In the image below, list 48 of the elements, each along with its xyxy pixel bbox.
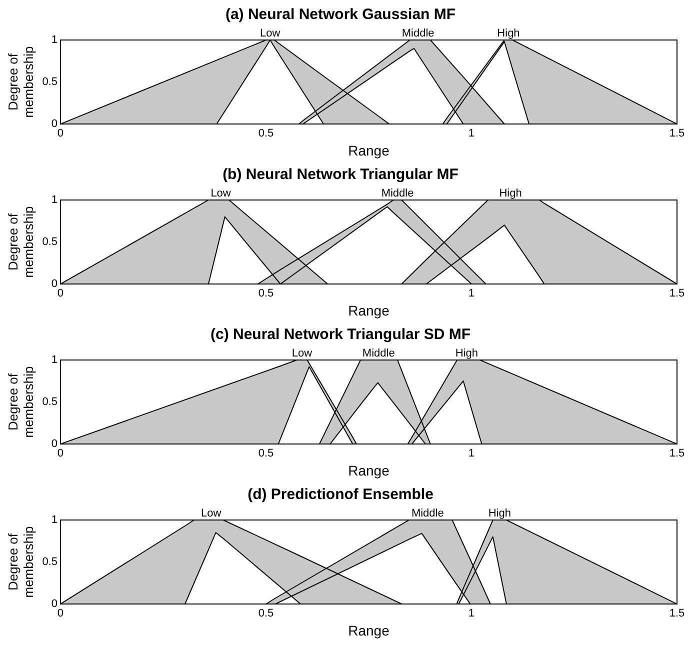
x-tick-label: 1 <box>468 128 475 140</box>
x-tick-label: 0.5 <box>258 128 274 140</box>
x-tick-label: 1.5 <box>669 608 685 620</box>
series-label: Middle <box>381 188 414 200</box>
x-tick-label: 1.5 <box>669 288 685 300</box>
y-axis-title: Degree of membership <box>5 206 36 278</box>
y-tick-label: 0 <box>51 278 58 290</box>
series-label: High <box>488 508 511 520</box>
y-axis-title: Degree of membership <box>5 46 36 118</box>
series-label: High <box>455 348 478 360</box>
x-tick-label: 1 <box>468 448 475 460</box>
y-axis-title: Degree of membership <box>5 366 36 438</box>
y-tick-label: 0 <box>51 438 58 450</box>
chart-title: (b) Neural Network Triangular MF <box>222 166 458 184</box>
y-tick-label: 0.5 <box>42 396 58 408</box>
series-label: Low <box>260 28 280 40</box>
y-tick-label: 1 <box>51 514 58 526</box>
y-tick-label: 1 <box>51 194 58 206</box>
chart-title: (a) Neural Network Gaussian MF <box>225 6 456 24</box>
y-tick-label: 1 <box>51 34 58 46</box>
x-tick-label: 1.5 <box>669 128 685 140</box>
y-tick-label: 0.5 <box>42 556 58 568</box>
y-tick-label: 1 <box>51 354 58 366</box>
y-tick-label: 0 <box>51 598 58 610</box>
x-axis-title: Range <box>348 142 390 158</box>
series-label: Low <box>292 348 312 360</box>
series-label: Middle <box>402 28 434 40</box>
y-tick-label: 0.5 <box>42 236 58 248</box>
x-tick-label: 1.5 <box>669 448 685 460</box>
x-tick-label: 0.5 <box>258 608 274 620</box>
series-label: Low <box>210 188 231 200</box>
x-axis-title: Range <box>348 622 390 638</box>
y-axis-title: Degree of membership <box>5 526 36 598</box>
x-tick-label: 0.5 <box>258 448 274 460</box>
y-tick-label: 0.5 <box>42 76 58 88</box>
series-label: Low <box>200 508 222 520</box>
x-tick-label: 1 <box>468 288 475 300</box>
x-tick-label: 1 <box>468 608 475 620</box>
series-label: High <box>499 188 522 200</box>
y-tick-label: 0 <box>51 118 58 130</box>
chart-title: (c) Neural Network Triangular SD MF <box>210 326 471 344</box>
x-axis-title: Range <box>348 462 390 478</box>
series-label: Middle <box>362 348 395 360</box>
x-axis-title: Range <box>348 302 390 318</box>
chart-title: (d) Predictionof Ensemble <box>248 486 434 504</box>
series-label: Middle <box>411 508 444 520</box>
series-label: High <box>497 28 520 40</box>
x-tick-label: 0.5 <box>258 288 274 300</box>
